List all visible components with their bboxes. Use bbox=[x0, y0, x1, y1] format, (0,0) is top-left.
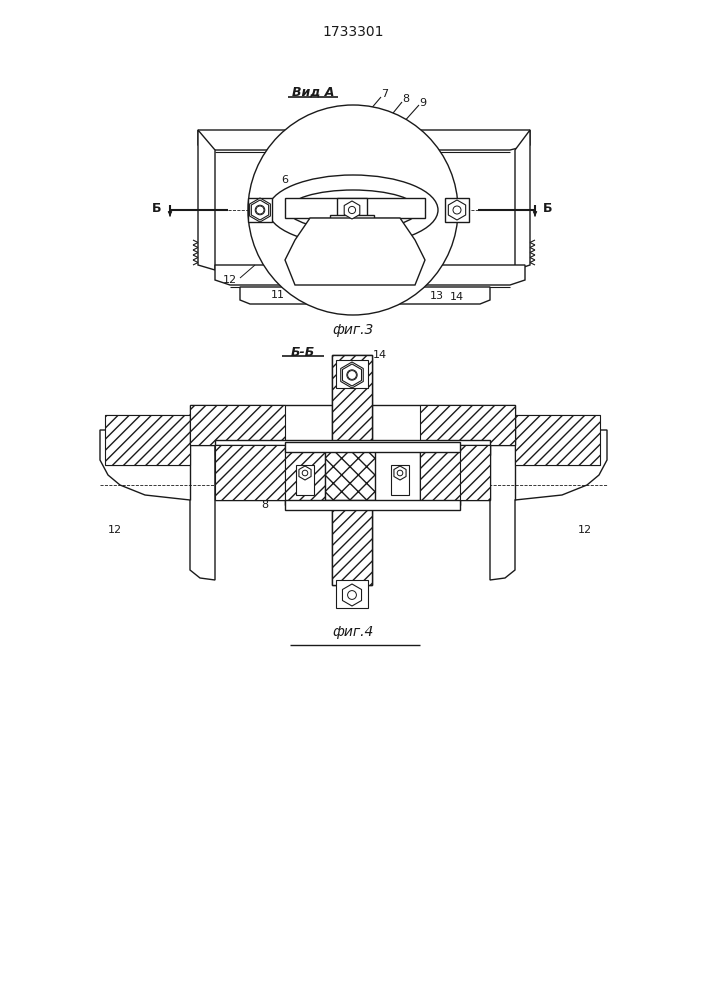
Polygon shape bbox=[342, 364, 361, 386]
Text: Б: Б bbox=[543, 202, 553, 216]
Bar bbox=[285, 445, 325, 505]
Ellipse shape bbox=[288, 190, 418, 230]
Circle shape bbox=[347, 370, 357, 380]
Polygon shape bbox=[490, 412, 607, 580]
Text: 6: 6 bbox=[281, 175, 288, 185]
Text: 12: 12 bbox=[578, 525, 592, 535]
Circle shape bbox=[255, 205, 265, 215]
Text: 11: 11 bbox=[473, 440, 487, 450]
Text: 10: 10 bbox=[453, 430, 467, 440]
Polygon shape bbox=[342, 584, 361, 606]
Bar bbox=[336, 580, 368, 608]
Text: 8: 8 bbox=[262, 500, 269, 510]
Polygon shape bbox=[215, 265, 525, 285]
Bar bbox=[420, 445, 490, 500]
Bar bbox=[325, 450, 375, 500]
Circle shape bbox=[302, 470, 308, 476]
Bar bbox=[391, 465, 409, 495]
Text: 1733301: 1733301 bbox=[322, 25, 384, 39]
Text: Б-Б: Б-Б bbox=[291, 346, 315, 359]
Bar bbox=[332, 485, 372, 585]
Bar bbox=[285, 500, 460, 510]
Bar bbox=[190, 405, 285, 445]
Text: 7: 7 bbox=[231, 435, 238, 445]
Text: 12: 12 bbox=[223, 275, 237, 285]
Text: 14: 14 bbox=[450, 292, 464, 302]
Text: 8: 8 bbox=[402, 94, 409, 104]
Bar bbox=[105, 415, 190, 465]
Text: фиг.4: фиг.4 bbox=[332, 625, 374, 639]
Text: 9: 9 bbox=[436, 500, 443, 510]
Bar bbox=[445, 198, 469, 222]
Bar bbox=[285, 445, 460, 505]
Polygon shape bbox=[240, 287, 490, 304]
Bar bbox=[215, 445, 285, 500]
Circle shape bbox=[248, 105, 458, 315]
Text: 11: 11 bbox=[271, 290, 285, 300]
Circle shape bbox=[348, 591, 356, 599]
Polygon shape bbox=[198, 130, 215, 270]
Bar bbox=[330, 215, 374, 270]
Text: 14: 14 bbox=[373, 350, 387, 360]
Polygon shape bbox=[448, 200, 466, 220]
Circle shape bbox=[256, 206, 264, 214]
Text: 9: 9 bbox=[419, 98, 426, 108]
Polygon shape bbox=[198, 130, 530, 150]
Circle shape bbox=[349, 206, 356, 214]
Polygon shape bbox=[341, 362, 363, 388]
Bar bbox=[332, 355, 372, 455]
Circle shape bbox=[348, 371, 356, 379]
Bar bbox=[515, 415, 600, 465]
Bar bbox=[285, 442, 460, 452]
Text: 7: 7 bbox=[382, 89, 389, 99]
Bar bbox=[420, 445, 460, 505]
Text: 13: 13 bbox=[430, 291, 444, 301]
Text: Вид А: Вид А bbox=[292, 86, 334, 99]
Bar bbox=[332, 485, 372, 585]
Polygon shape bbox=[394, 466, 406, 480]
Polygon shape bbox=[100, 412, 215, 580]
Bar bbox=[336, 360, 368, 388]
Polygon shape bbox=[285, 218, 425, 285]
Text: Б: Б bbox=[152, 202, 162, 216]
Polygon shape bbox=[250, 198, 270, 222]
Polygon shape bbox=[299, 466, 311, 480]
Bar bbox=[420, 405, 515, 445]
Bar bbox=[285, 198, 425, 218]
Bar bbox=[190, 405, 515, 445]
Circle shape bbox=[397, 470, 403, 476]
Bar bbox=[215, 440, 490, 455]
Polygon shape bbox=[252, 200, 269, 220]
Bar bbox=[248, 198, 272, 222]
Polygon shape bbox=[344, 201, 360, 219]
Text: 6: 6 bbox=[211, 423, 218, 433]
Bar bbox=[332, 355, 372, 455]
Bar bbox=[337, 198, 367, 222]
Bar bbox=[215, 445, 285, 500]
Text: фиг.3: фиг.3 bbox=[332, 323, 374, 337]
Circle shape bbox=[453, 206, 461, 214]
Polygon shape bbox=[515, 130, 530, 270]
Bar bbox=[420, 445, 490, 500]
Bar bbox=[296, 465, 314, 495]
Text: 12: 12 bbox=[108, 525, 122, 535]
Ellipse shape bbox=[268, 175, 438, 245]
